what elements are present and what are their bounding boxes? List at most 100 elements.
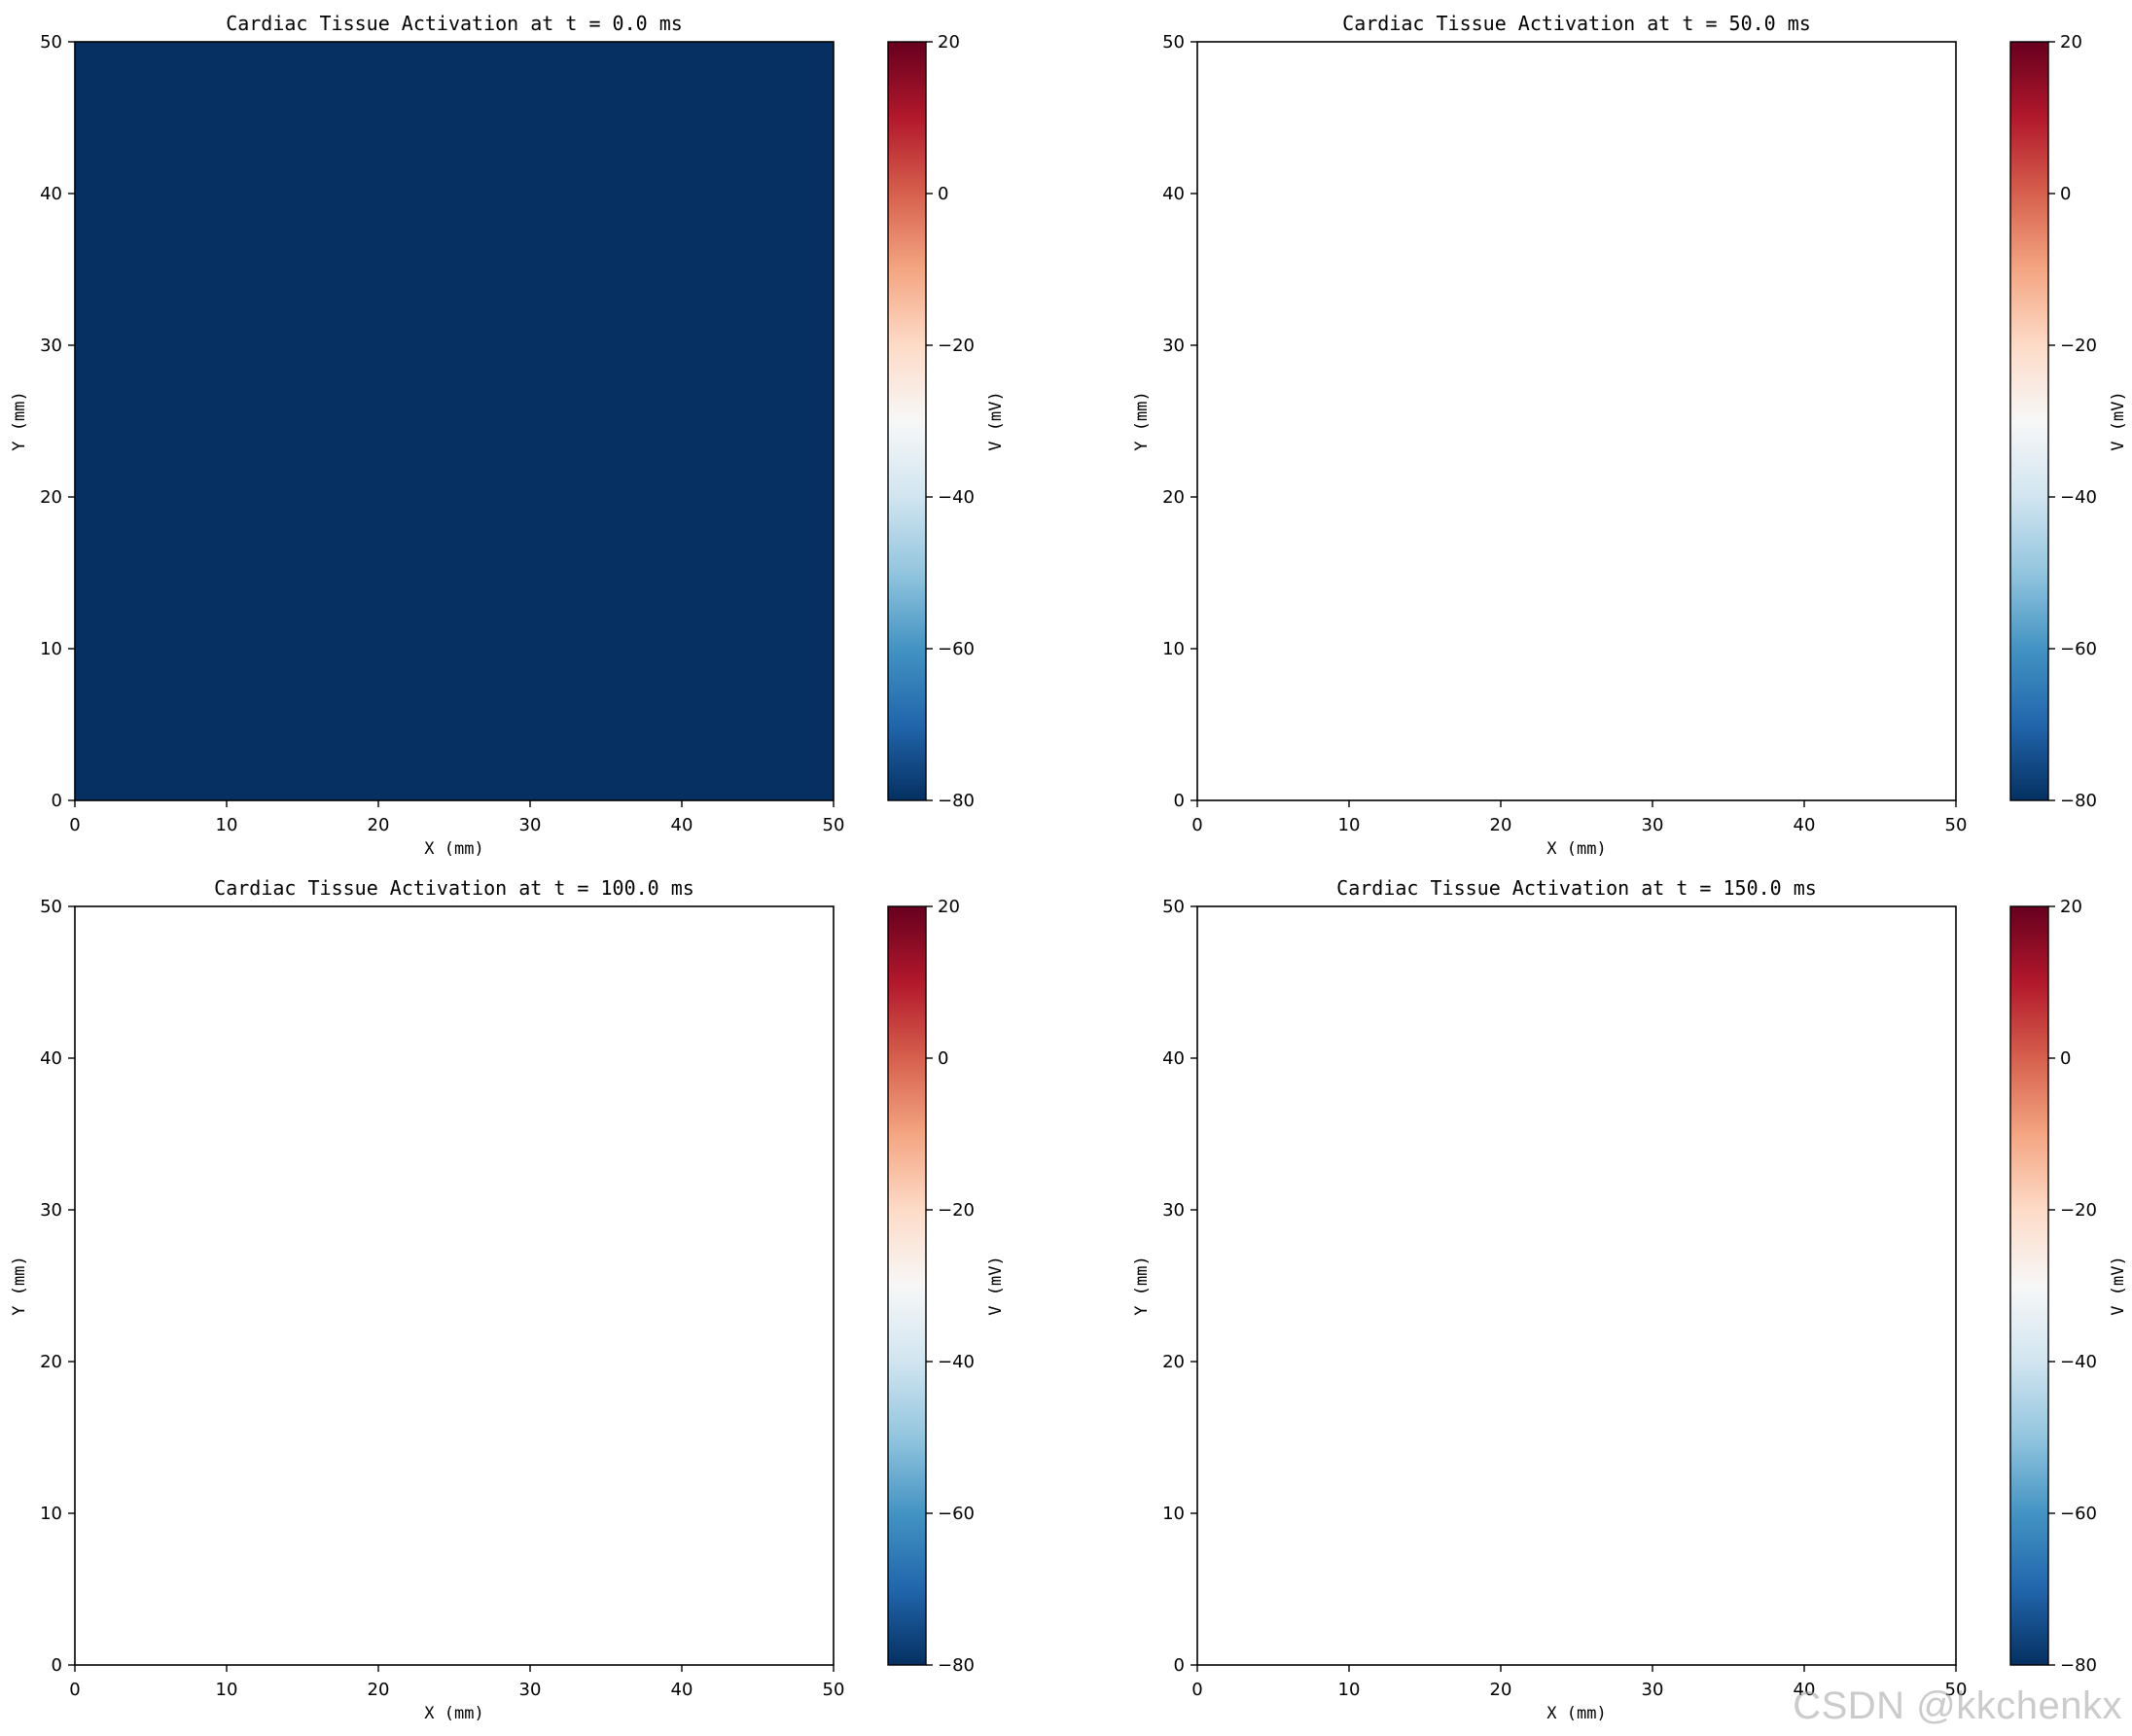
colorbar-label: V (mV) — [2109, 391, 2128, 450]
colorbar-tick-label: −20 — [938, 336, 975, 356]
x-tick-label: 10 — [1338, 815, 1361, 835]
colorbar-tick-label: −80 — [938, 1655, 975, 1676]
x-axis-label: X (mm) — [1546, 839, 1606, 859]
x-tick-label: 20 — [368, 1680, 390, 1700]
colorbar-label: V (mV) — [986, 1256, 1006, 1315]
colorbar-tick-label: 20 — [938, 897, 960, 917]
x-tick-label: 30 — [519, 1680, 542, 1700]
colorbar — [887, 905, 927, 1666]
colorbar-tick-label: −40 — [938, 1352, 975, 1372]
watermark: CSDN @kkchenkx — [1793, 1684, 2122, 1727]
colorbar-tick-label: −80 — [2060, 791, 2097, 811]
y-tick-label: 20 — [40, 487, 62, 508]
y-tick-label: 20 — [1162, 487, 1185, 508]
colorbar-tick-label: −40 — [2060, 487, 2097, 508]
y-tick-label: 10 — [1162, 1504, 1185, 1524]
x-tick-label: 30 — [519, 815, 542, 835]
axes-frame — [1196, 41, 1957, 801]
y-tick-label: 30 — [1162, 336, 1185, 356]
colorbar-tick-label: −40 — [2060, 1352, 2097, 1372]
x-tick-label: 40 — [1794, 1680, 1816, 1700]
y-tick-label: 40 — [1162, 184, 1185, 204]
y-tick-label: 40 — [40, 184, 62, 204]
x-tick-label: 10 — [216, 1680, 238, 1700]
y-tick-label: 10 — [40, 1504, 62, 1524]
colorbar-tick-label: 20 — [938, 32, 960, 53]
x-tick-label: 40 — [671, 815, 693, 835]
x-tick-label: 20 — [1490, 815, 1512, 835]
colorbar-label: V (mV) — [986, 391, 1006, 450]
colorbar-tick-label: −80 — [938, 791, 975, 811]
x-tick-label: 40 — [1794, 815, 1816, 835]
y-axis-label: Y (mm) — [10, 1256, 29, 1315]
panel-1: Cardiac Tissue Activation at t = 50.0 ms… — [1132, 12, 2128, 859]
heatmap-field — [75, 42, 834, 800]
x-tick-label: 0 — [69, 815, 80, 835]
colorbar — [2009, 41, 2049, 801]
colorbar-tick-label: 0 — [938, 1048, 948, 1069]
y-tick-label: 50 — [1162, 32, 1185, 53]
x-tick-label: 20 — [1490, 1680, 1512, 1700]
y-axis-label: Y (mm) — [10, 391, 29, 450]
colorbar-tick-label: −60 — [2060, 1504, 2097, 1524]
x-axis-label: X (mm) — [424, 839, 483, 859]
x-axis-label: X (mm) — [1546, 1704, 1606, 1723]
colorbar-tick-label: 20 — [2060, 32, 2082, 53]
y-tick-label: 50 — [1162, 897, 1185, 917]
colorbar-tick-label: 0 — [2060, 184, 2071, 204]
colorbar-tick-label: −60 — [2060, 639, 2097, 659]
colorbar-tick-label: 20 — [2060, 897, 2082, 917]
panel-2: Cardiac Tissue Activation at t = 100.0 m… — [10, 876, 1006, 1723]
colorbar-tick-label: −60 — [938, 639, 975, 659]
y-tick-label: 10 — [1162, 639, 1185, 659]
y-tick-label: 0 — [52, 791, 62, 811]
panel-0: Cardiac Tissue Activation at t = 0.0 ms 0… — [10, 12, 1006, 859]
y-axis-label: Y (mm) — [1132, 391, 1152, 450]
y-tick-label: 30 — [1162, 1200, 1185, 1221]
x-tick-label: 10 — [216, 815, 238, 835]
colorbar-tick-label: −40 — [938, 487, 975, 508]
y-tick-label: 20 — [40, 1352, 62, 1372]
colorbar-tick-label: −60 — [938, 1504, 975, 1524]
x-tick-label: 0 — [69, 1680, 80, 1700]
colorbar-tick-label: −20 — [2060, 1200, 2097, 1221]
x-axis-label: X (mm) — [424, 1704, 483, 1723]
x-tick-label: 30 — [1642, 1680, 1664, 1700]
panel-3: Cardiac Tissue Activation at t = 150.0 m… — [1132, 876, 2128, 1723]
y-tick-label: 40 — [1162, 1048, 1185, 1069]
y-tick-label: 30 — [40, 1200, 62, 1221]
colorbar-tick-label: 0 — [2060, 1048, 2071, 1069]
colorbar — [2009, 905, 2049, 1666]
x-tick-label: 50 — [823, 1680, 845, 1700]
panel-title: Cardiac Tissue Activation at t = 100.0 m… — [214, 876, 694, 900]
y-tick-label: 50 — [40, 32, 62, 53]
y-axis-label: Y (mm) — [1132, 1256, 1152, 1315]
x-tick-label: 50 — [823, 815, 845, 835]
x-tick-label: 40 — [671, 1680, 693, 1700]
colorbar — [887, 41, 927, 801]
panel-title: Cardiac Tissue Activation at t = 50.0 ms — [1342, 12, 1811, 35]
colorbar-label: V (mV) — [2109, 1256, 2128, 1315]
y-tick-label: 10 — [40, 639, 62, 659]
colorbar-tick-label: −80 — [2060, 1655, 2097, 1676]
y-tick-label: 0 — [1174, 791, 1185, 811]
axes-frame — [74, 905, 835, 1666]
panel-title: Cardiac Tissue Activation at t = 150.0 m… — [1336, 876, 1817, 900]
axes-frame — [1196, 905, 1957, 1666]
panel-title: Cardiac Tissue Activation at t = 0.0 ms — [226, 12, 683, 35]
x-tick-label: 30 — [1642, 815, 1664, 835]
colorbar-tick-label: 0 — [938, 184, 948, 204]
y-tick-label: 50 — [40, 897, 62, 917]
colorbar-tick-label: −20 — [2060, 336, 2097, 356]
y-tick-label: 40 — [40, 1048, 62, 1069]
x-tick-label: 10 — [1338, 1680, 1361, 1700]
axes-frame — [74, 41, 835, 801]
x-tick-label: 0 — [1191, 1680, 1202, 1700]
y-tick-label: 0 — [52, 1655, 62, 1676]
colorbar-tick-label: −20 — [938, 1200, 975, 1221]
x-tick-label: 0 — [1191, 815, 1202, 835]
x-tick-label: 20 — [368, 815, 390, 835]
y-tick-label: 30 — [40, 336, 62, 356]
x-tick-label: 50 — [1945, 815, 1968, 835]
